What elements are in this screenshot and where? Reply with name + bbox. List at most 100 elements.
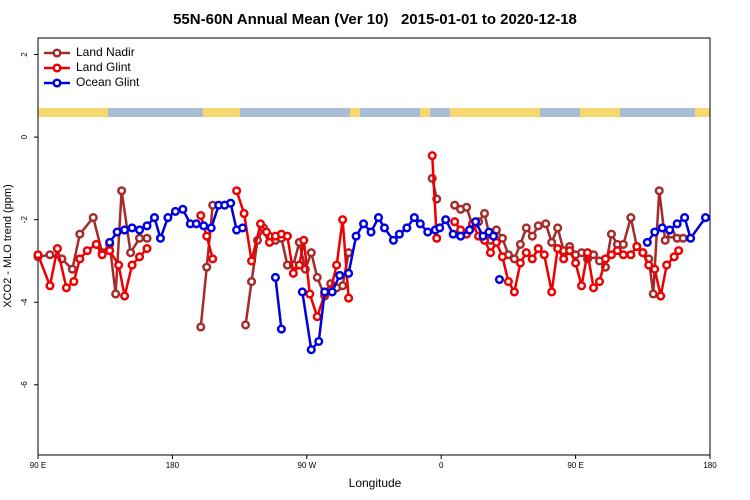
data-point [450, 217, 460, 227]
data-point [638, 248, 648, 258]
data-point [97, 250, 107, 260]
data-point [606, 250, 616, 260]
data-point [112, 227, 122, 237]
x-tick-label: 90 W [297, 461, 316, 470]
data-point [479, 208, 490, 219]
data-point [191, 219, 201, 229]
data-point [288, 268, 298, 278]
data-point [678, 233, 688, 243]
data-point [270, 272, 280, 283]
plot-frame [37, 37, 711, 456]
data-point [547, 287, 557, 297]
data-point [577, 281, 587, 291]
data-point [415, 219, 425, 229]
data-point [320, 287, 330, 297]
data-point [105, 237, 115, 247]
y-tick-label: -6 [20, 381, 29, 389]
data-point [547, 237, 557, 247]
map-strip [38, 108, 710, 117]
data-point [497, 252, 507, 262]
data-point [246, 256, 257, 266]
data-point [606, 229, 616, 239]
data-point [120, 225, 130, 235]
data-point [669, 252, 679, 262]
x-tick-label: 90 E [30, 461, 46, 470]
data-point [75, 229, 85, 239]
data-point [91, 239, 101, 249]
data-point [680, 213, 690, 223]
data-point [373, 213, 384, 223]
data-point [654, 186, 664, 196]
data-point [208, 254, 218, 264]
data-point [509, 254, 519, 264]
data-point [497, 233, 507, 243]
y-tick-label: 2 [20, 52, 29, 57]
data-point [494, 274, 504, 285]
data-point [332, 260, 342, 270]
data-point [239, 208, 249, 219]
data-point [527, 231, 537, 241]
data-point [126, 248, 136, 258]
data-point [632, 241, 642, 252]
data-point [657, 223, 667, 233]
data-point [33, 250, 43, 260]
x-tick-label: 180 [703, 461, 717, 470]
data-point [344, 293, 354, 303]
data-point [299, 235, 309, 245]
data-point [650, 227, 660, 237]
data-point [142, 233, 152, 243]
legend-marker [52, 63, 62, 73]
data-point [465, 225, 475, 235]
data-point [485, 248, 496, 258]
data-point [644, 260, 654, 270]
data-point [142, 244, 152, 254]
data-point [662, 260, 672, 270]
data-point [456, 231, 466, 241]
data-point [105, 246, 115, 256]
data-point [462, 202, 472, 212]
data-point [388, 235, 398, 245]
data-point [134, 233, 145, 243]
data-point [612, 246, 622, 256]
ocean-strip [430, 108, 450, 117]
data-point [127, 260, 137, 270]
data-point [142, 221, 152, 231]
data-point [402, 223, 412, 233]
x-tick-label: 180 [166, 461, 180, 470]
data-point [111, 289, 121, 299]
data-point [196, 210, 206, 221]
legend-label: Ocean Glint [76, 75, 140, 89]
data-point [660, 235, 670, 245]
data-point [648, 289, 658, 299]
data-point [488, 231, 499, 241]
data-point [238, 223, 248, 233]
data-point [441, 215, 451, 225]
data-point [178, 204, 188, 214]
data-point [686, 233, 696, 243]
ocean-strip [620, 108, 695, 117]
data-point [196, 322, 206, 332]
data-point [503, 277, 513, 287]
y-tick-label: -2 [20, 216, 29, 224]
data-point [450, 200, 460, 210]
data-point [170, 206, 180, 216]
data-point [314, 336, 324, 347]
data-point [674, 246, 684, 256]
y-tick-label: -4 [20, 298, 29, 306]
legend-label: Land Nadir [76, 45, 135, 59]
data-point [344, 268, 354, 278]
data-point [163, 213, 173, 223]
data-point [75, 254, 85, 264]
data-point [226, 198, 236, 208]
data-point [509, 287, 519, 297]
data-point [338, 215, 348, 225]
data-point [427, 151, 437, 161]
data-point [582, 248, 593, 258]
legend-marker [52, 78, 62, 88]
data-point [656, 291, 666, 301]
data-point [155, 233, 166, 243]
data-point [521, 248, 531, 258]
x-tick-label: 0 [439, 461, 444, 470]
data-point [149, 213, 160, 223]
